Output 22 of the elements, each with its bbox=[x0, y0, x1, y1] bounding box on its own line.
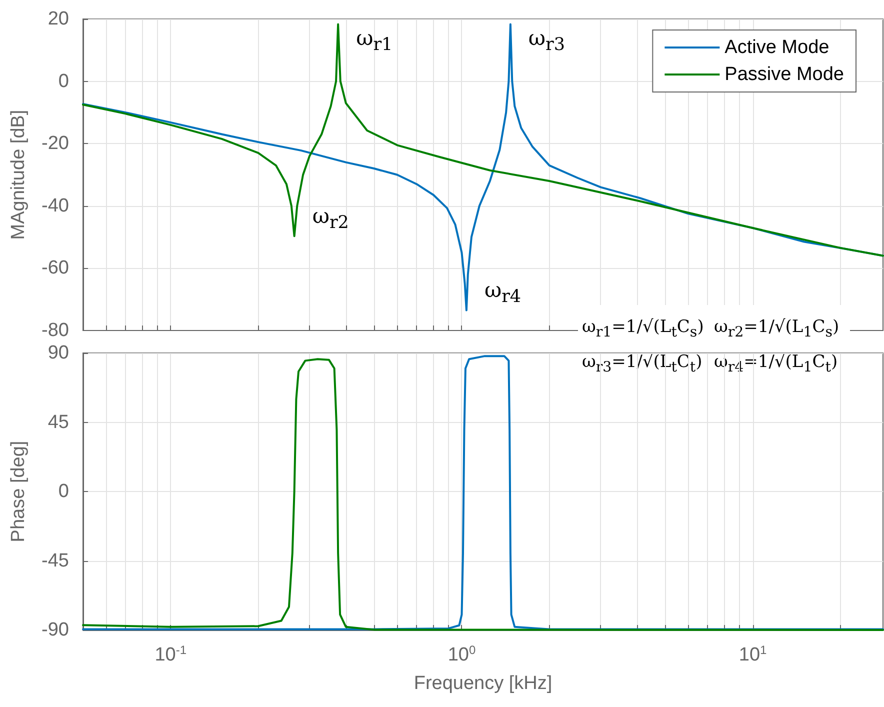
y-tick-label: -60 bbox=[42, 258, 69, 279]
y-tick-label: 90 bbox=[48, 342, 69, 364]
annotation: ω$_{r1}$=1/√(L$_{t}$C$_{s}$) bbox=[582, 316, 705, 342]
annotation: ω$_{r3}$ bbox=[528, 26, 566, 56]
legend-label: Active Mode bbox=[724, 37, 830, 58]
y-axis-title: Phase [deg] bbox=[8, 440, 29, 542]
annotation: ω$_{r2}$=1/√(L$_{1}$C$_{s}$) bbox=[714, 316, 840, 342]
annotation: ω$_{r1}$ bbox=[356, 26, 393, 56]
annotation: ω$_{r4}$ bbox=[484, 278, 522, 308]
y-tick-label: -20 bbox=[42, 133, 69, 154]
legend-label: Passive Mode bbox=[724, 64, 844, 85]
x-axis-title: Frequency [kHz] bbox=[414, 673, 552, 694]
y-tick-label: -40 bbox=[42, 195, 69, 216]
y-tick-label: 20 bbox=[48, 8, 69, 30]
y-tick-label: -90 bbox=[42, 620, 69, 640]
y-tick-label: 45 bbox=[48, 412, 69, 433]
y-tick-label: 0 bbox=[58, 481, 69, 502]
annotation: ω$_{r2}$ bbox=[312, 204, 349, 234]
y-tick-label: -45 bbox=[42, 550, 69, 572]
y-tick-label: -80 bbox=[42, 320, 69, 341]
y-tick-label: 0 bbox=[58, 70, 69, 92]
y-axis-title: MAgnitude [dB] bbox=[8, 110, 29, 240]
